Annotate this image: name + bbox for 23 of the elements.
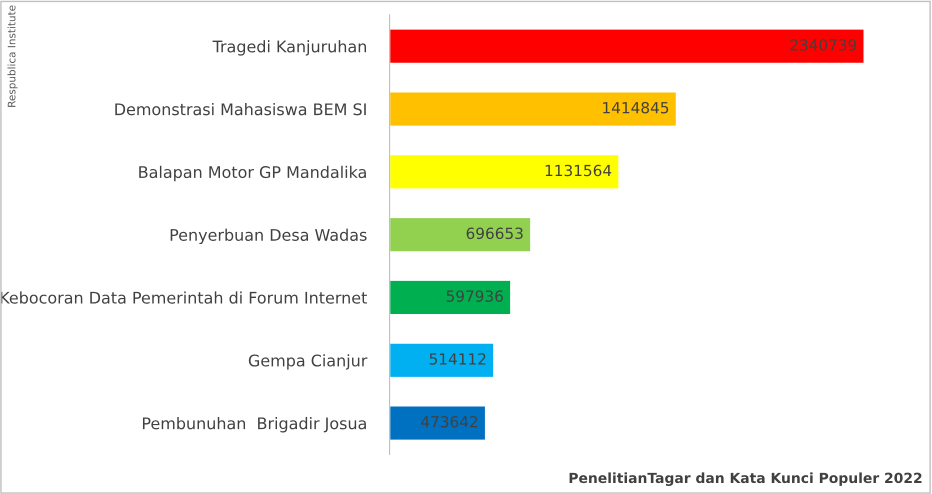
data-label: 514112 [430,353,486,365]
data-label: 597936 [446,290,503,302]
bar [390,279,512,316]
y-tick-label: Demonstrasi Mahasiswa BEM SI [115,102,366,116]
text: Respublica Institute [7,5,18,107]
text: PenelitianTagar dan Kata Kunci Populer 2022 [570,472,922,486]
data-label: 696653 [466,228,523,240]
y-tick-label: Balapan Motor GP Mandalika [139,166,366,182]
y-tick-label: Tragedi Kanjuruhan [212,40,366,56]
bar [390,91,678,127]
y-tick-label: Gempa Cianjur [248,354,368,370]
bar [390,154,620,190]
y-tick-label: Pembunuhan Brigadir Josua [142,417,366,432]
data-label: 1131564 [546,164,612,176]
data-label: 473642 [421,416,478,428]
y-tick-label: Penyerbuan Desa Wadas [170,228,367,244]
data-label: 2340739 [790,39,856,51]
bar [390,342,495,378]
y-tick-label: Kebocoran Data Pemerintah di Forum Internet [0,291,367,304]
data-label: 1414845 [603,102,668,114]
bar [390,28,865,64]
bar [390,405,486,442]
bar [390,216,532,253]
